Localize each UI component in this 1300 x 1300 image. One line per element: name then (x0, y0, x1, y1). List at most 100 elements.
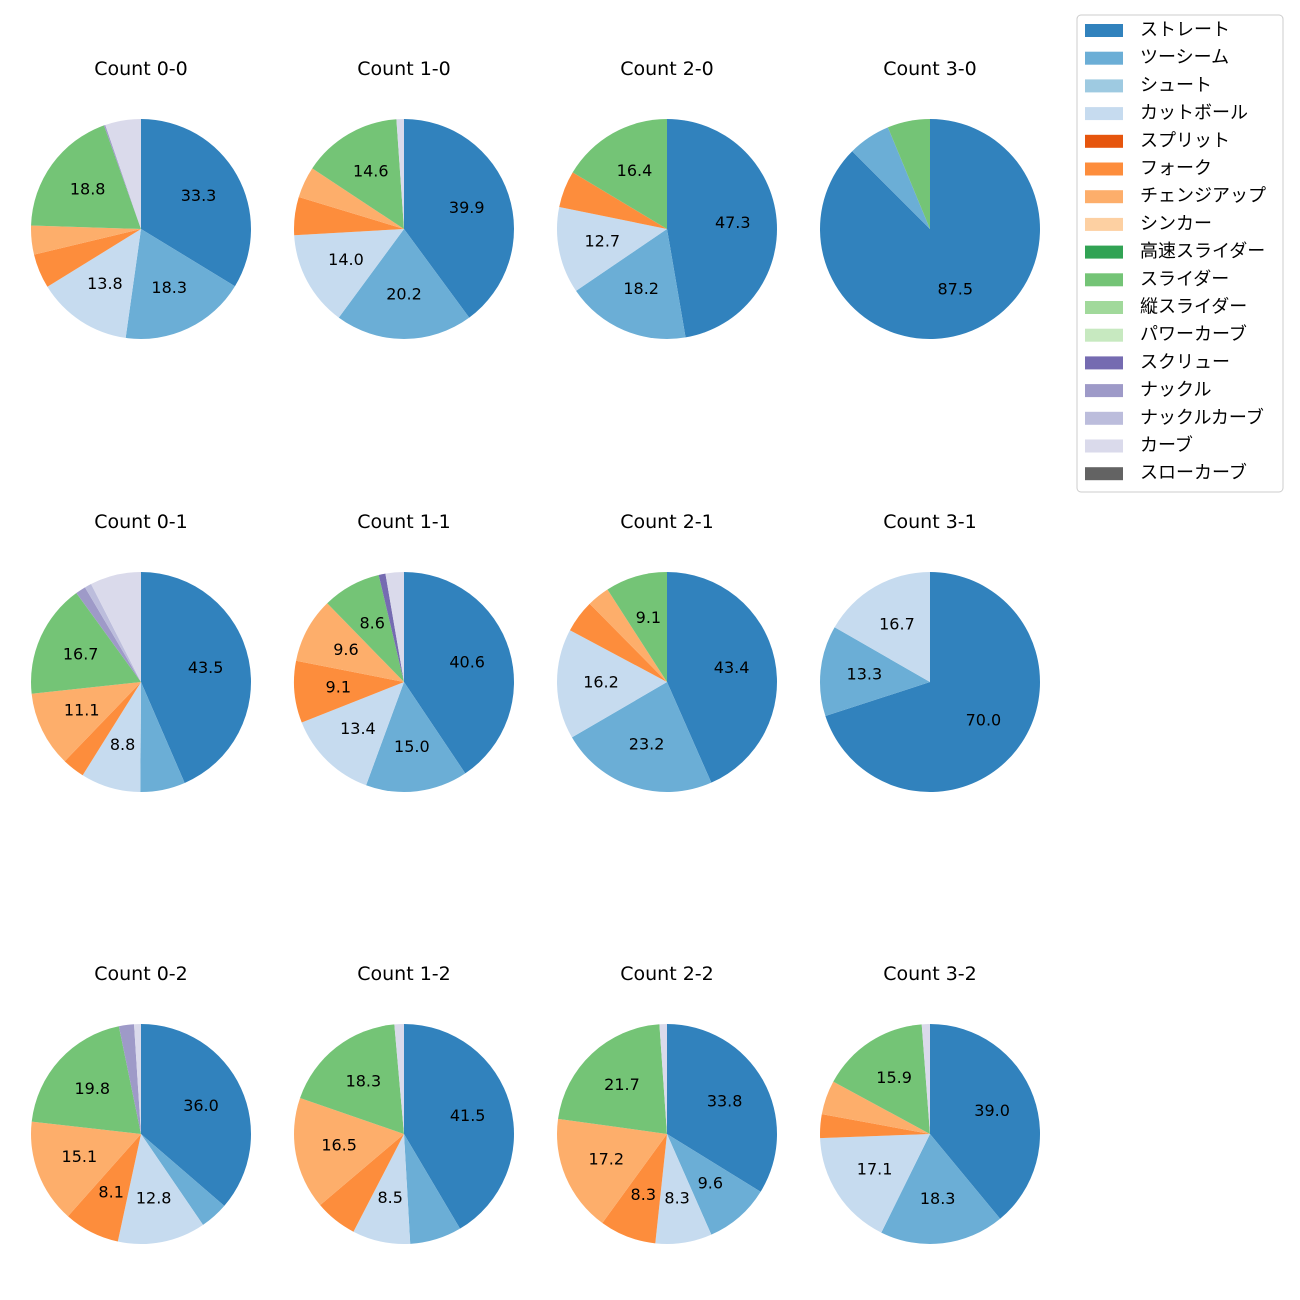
slice-label: 15.1 (62, 1147, 98, 1166)
pie-slice (821, 1081, 930, 1134)
pie-slice (296, 603, 404, 682)
legend-label: パワーカーブ (1140, 323, 1247, 345)
pie-slice (557, 630, 667, 738)
slice-label: 12.8 (136, 1188, 172, 1207)
slice-label: 23.2 (629, 734, 665, 753)
pie-slice (117, 1134, 204, 1244)
pie-title: Count 0-1 (94, 511, 188, 533)
slice-label: 16.7 (879, 614, 915, 633)
pie-slice (921, 1024, 930, 1134)
legend-swatch (1085, 134, 1123, 148)
slice-label: 8.3 (664, 1189, 689, 1208)
pie-title: Count 0-0 (94, 58, 188, 80)
slice-label: 14.6 (353, 161, 389, 180)
pies-group: Count 0-0 33.3 18.3 13.8 18.8 Count 1-0 39.9 20… (30, 58, 1041, 1244)
pie-slice (294, 229, 404, 318)
slice-label: 33.8 (707, 1091, 743, 1110)
slice-label: 9.1 (636, 608, 661, 627)
pie-slice (404, 572, 514, 774)
pie-slice (820, 1134, 930, 1233)
slice-label: 8.8 (110, 735, 135, 754)
pie-title: Count 3-0 (883, 58, 977, 80)
pie-slice (576, 229, 686, 339)
pie-title: Count 3-1 (883, 511, 977, 533)
legend-swatch (1085, 51, 1123, 65)
legend-label: スクリュー (1140, 352, 1230, 373)
legend-label: チェンジアップ (1140, 186, 1266, 207)
legend-swatch (1085, 217, 1123, 231)
pie-slice (34, 229, 142, 287)
slice-label: 18.3 (151, 278, 187, 297)
legend-swatch (1085, 384, 1123, 398)
slice-label: 13.4 (340, 719, 376, 738)
pie-slice (820, 1114, 930, 1139)
pie-slice (557, 1118, 667, 1223)
slice-label: 14.0 (328, 250, 364, 269)
pie-slice (366, 682, 466, 792)
legend-label: 縦スライダー (1140, 297, 1247, 318)
legend-label: スプリット (1140, 130, 1230, 151)
legend-label: シンカー (1140, 213, 1212, 234)
pie-count-3-2: Count 3-2 39.0 18.3 17.1 15.9 (820, 963, 1041, 1244)
slice-label: 39.9 (449, 198, 485, 217)
pie-slice (338, 229, 470, 339)
legend: ストレートツーシームシュートカットボールスプリットフォークチェンジアップシンカー… (1076, 14, 1284, 493)
pie-title: Count 1-1 (357, 511, 451, 533)
legend-swatch (1085, 439, 1123, 453)
pie-slice (589, 589, 667, 682)
legend-label: ストレート (1140, 20, 1230, 41)
pie-slice (569, 603, 667, 682)
slice-label: 40.6 (449, 652, 485, 671)
pie-slice (825, 572, 1040, 792)
legend-swatch (1085, 411, 1123, 425)
slice-label: 8.5 (377, 1188, 402, 1207)
pie-count-0-0: Count 0-0 33.3 18.3 13.8 18.8 (31, 58, 251, 339)
slice-label: 17.1 (857, 1159, 893, 1178)
pie-slice (30, 1121, 141, 1217)
pie-count-0-2: Count 0-2 36.0 12.8 8.115.1 19.8 (30, 963, 251, 1244)
pie-slice (141, 1024, 251, 1206)
pie-count-2-2: Count 2-2 33.8 9.6 8.3 8.3 17.2 21.7 (557, 963, 777, 1244)
slice-label: 20.2 (386, 285, 422, 304)
legend-swatch (1085, 245, 1123, 259)
pie-slice (64, 682, 141, 776)
pie-slice (930, 1024, 1041, 1219)
pie-slice (655, 1134, 712, 1244)
slice-label: 33.3 (181, 186, 217, 205)
pie-slice (31, 682, 141, 762)
slice-label: 16.4 (617, 161, 653, 180)
legend-label: ナックル (1140, 380, 1211, 401)
legend-swatch (1085, 107, 1123, 121)
pie-slice (887, 119, 930, 229)
pie-slice (572, 119, 667, 229)
slice-label: 36.0 (183, 1096, 219, 1115)
legend-swatch (1085, 467, 1123, 481)
legend-frame (1076, 14, 1284, 493)
pie-slice (141, 119, 251, 287)
pie-slice (327, 574, 404, 682)
pie-slice (820, 119, 1041, 339)
slice-label: 15.0 (394, 737, 430, 756)
slice-label: 39.0 (974, 1101, 1010, 1120)
slice-label: 18.3 (346, 1071, 382, 1090)
pie-count-1-2: Count 1-2 41.5 8.5 16.5 18.3 (294, 963, 515, 1244)
pie-title: Count 2-1 (620, 511, 714, 533)
pie-slice (320, 1134, 404, 1232)
slice-label: 18.3 (920, 1189, 956, 1208)
pie-slice (118, 1024, 141, 1134)
slice-label: 16.5 (321, 1136, 357, 1155)
pie-title: Count 3-2 (883, 963, 977, 985)
legend-label: 高速スライダー (1140, 241, 1265, 262)
legend-label: スライダー (1140, 269, 1229, 290)
pie-slice (125, 229, 235, 339)
slice-label: 13.3 (847, 665, 883, 684)
legend-swatch (1085, 190, 1123, 204)
pie-slice (558, 1024, 667, 1134)
pie-slice (667, 1024, 777, 1192)
pie-slice (82, 682, 141, 792)
pie-title: Count 1-0 (357, 58, 451, 80)
slice-label: 18.2 (623, 279, 659, 298)
pie-slice (353, 1134, 411, 1244)
pie-title: Count 2-2 (620, 963, 714, 985)
